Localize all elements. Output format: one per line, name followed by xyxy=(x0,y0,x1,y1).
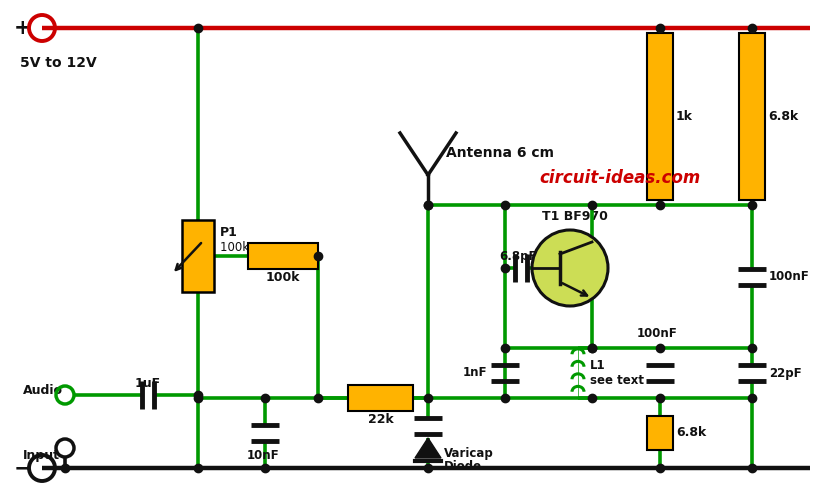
Bar xyxy=(647,416,673,450)
Polygon shape xyxy=(415,438,441,458)
Text: Antenna 6 cm: Antenna 6 cm xyxy=(446,146,554,160)
Text: +: + xyxy=(14,18,32,38)
Text: 5V to 12V: 5V to 12V xyxy=(20,56,97,70)
Text: Varicap: Varicap xyxy=(444,448,493,461)
Text: 6.8k: 6.8k xyxy=(676,426,706,440)
Bar xyxy=(248,243,318,269)
Bar xyxy=(647,33,673,200)
Text: 1nF: 1nF xyxy=(463,367,487,379)
Text: Diode: Diode xyxy=(444,461,482,474)
Text: 100nF: 100nF xyxy=(769,270,810,283)
Circle shape xyxy=(532,230,608,306)
Bar xyxy=(739,33,765,200)
Text: 1uF: 1uF xyxy=(135,377,161,390)
Text: 1k: 1k xyxy=(676,110,693,123)
Text: circuit-ideas.com: circuit-ideas.com xyxy=(540,169,700,187)
Text: 100nF: 100nF xyxy=(637,327,677,340)
Text: Input: Input xyxy=(23,450,60,463)
Bar xyxy=(182,220,214,292)
Text: T1 BF970: T1 BF970 xyxy=(542,210,608,223)
Text: 100k: 100k xyxy=(266,271,300,284)
Text: P1: P1 xyxy=(220,226,238,239)
Text: 22k: 22k xyxy=(368,413,394,426)
Text: 22pF: 22pF xyxy=(769,367,802,379)
Text: 6.8k: 6.8k xyxy=(768,110,799,123)
Text: 6.8pF: 6.8pF xyxy=(499,250,537,263)
Text: L1
see text: L1 see text xyxy=(590,359,644,387)
Text: −: − xyxy=(14,458,32,478)
Text: Audio: Audio xyxy=(23,383,63,396)
Text: 10nF: 10nF xyxy=(247,449,280,462)
Bar xyxy=(348,385,413,411)
Text: 100k preset: 100k preset xyxy=(220,241,290,253)
